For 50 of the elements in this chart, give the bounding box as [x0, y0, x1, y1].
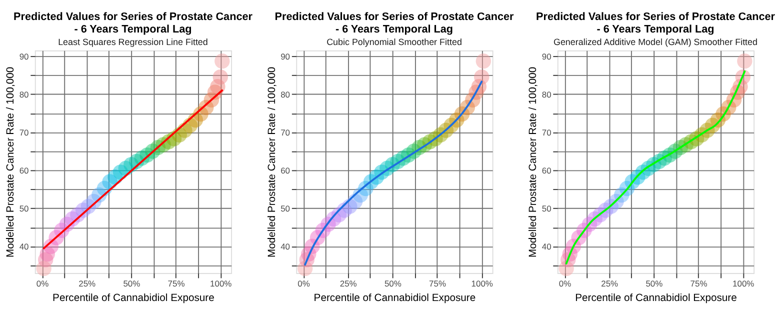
point	[476, 53, 492, 69]
y-tick-label: 50	[280, 204, 290, 214]
point	[737, 53, 752, 69]
y-axis-title: Modelled Prostate Cancer Rate / 100,000	[528, 66, 540, 258]
y-tick-label: 90	[19, 51, 30, 62]
x-tick-label: 100%	[210, 278, 232, 289]
y-tick-label: 80	[542, 89, 552, 100]
y-tick-label: 80	[280, 89, 290, 100]
y-tick-label: 80	[19, 89, 30, 100]
chart-title: Predicted Values for Series of Prostate Cancer - 6 Years Temporal Lag	[274, 10, 514, 36]
chart-subtitle: Cubic Polynomial Smoother Fitted	[326, 37, 462, 48]
y-tick-label: 70	[280, 128, 290, 138]
chart-title: Predicted Values for Series of Prostate Cancer - 6 Years Temporal Lag	[536, 10, 776, 36]
y-tick-label: 60	[542, 166, 552, 176]
y-tick-label: 60	[19, 166, 30, 176]
x-tick-label: 50%	[384, 278, 402, 289]
point	[214, 53, 230, 69]
chart-subtitle: Least Squares Regression Line Fitted	[58, 37, 208, 48]
x-tick-label: 25%	[340, 278, 358, 289]
y-tick-label: 50	[19, 204, 30, 214]
point	[212, 69, 228, 85]
x-tick-label: 75%	[429, 278, 446, 289]
y-tick-label: 70	[542, 128, 552, 138]
x-axis-title: Percentile of Cannabidiol Exposure	[575, 292, 738, 304]
y-tick-label: 40	[542, 242, 552, 252]
y-tick-label: 60	[280, 166, 290, 176]
x-tick-label: 0%	[298, 278, 310, 289]
y-tick-label: 50	[542, 204, 552, 214]
y-tick-label: 40	[19, 242, 30, 252]
y-tick-label: 90	[280, 51, 290, 62]
x-axis-title: Percentile of Cannabidiol Exposure	[314, 292, 476, 304]
x-tick-label: 75%	[168, 278, 186, 289]
x-tick-label: 50%	[123, 278, 141, 289]
point	[474, 69, 490, 85]
x-axis-title: Percentile of Cannabidiol Exposure	[52, 292, 215, 304]
x-tick-label: 25%	[601, 278, 619, 289]
y-tick-label: 40	[280, 242, 290, 252]
y-tick-label: 70	[19, 128, 30, 138]
chart-title: Predicted Values for Series of Prostate Cancer - 6 Years Temporal Lag	[14, 10, 254, 36]
x-tick-label: 0%	[558, 278, 572, 289]
x-tick-label: 75%	[690, 278, 708, 289]
y-axis-title: Modelled Prostate Cancer Rate / 100,000	[6, 66, 17, 258]
y-tick-label: 90	[542, 51, 552, 62]
chart-subtitle: Generalized Additive Model (GAM) Smoother Fitted	[553, 37, 758, 48]
x-tick-label: 50%	[646, 278, 664, 289]
x-tick-label: 100%	[732, 278, 755, 289]
x-tick-label: 0%	[36, 278, 50, 289]
x-tick-label: 25%	[78, 278, 96, 289]
y-axis-title: Modelled Prostate Cancer Rate / 100,000	[266, 66, 278, 258]
x-tick-label: 100%	[471, 278, 494, 289]
